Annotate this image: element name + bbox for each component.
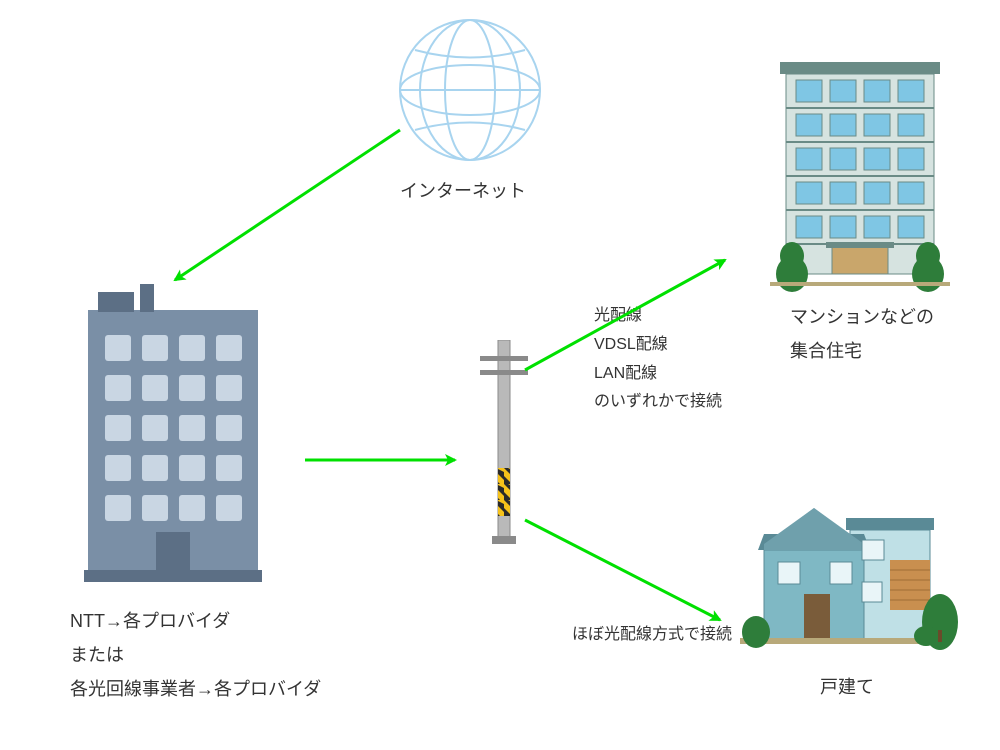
arrow-pole-to-house	[525, 520, 720, 620]
house-icon	[730, 490, 970, 670]
apartment-line1: マンションなどの	[790, 307, 934, 327]
wiring-line1: 光配線	[594, 307, 642, 324]
provider-line3: 各光回線事業者→各プロバイダ	[70, 679, 321, 699]
internet-node	[390, 10, 550, 175]
apartment-line2: 集合住宅	[790, 341, 862, 361]
utility-pole-node	[468, 340, 538, 555]
wiring-line3: LAN配線	[594, 365, 657, 382]
office-building-icon	[70, 280, 280, 590]
wiring-methods-label: 光配線 VDSL配線 LAN配線 のいずれかで接続	[594, 302, 722, 417]
arrow-internet-to-office	[175, 130, 400, 280]
provider-label: NTT→各プロバイダ または 各光回線事業者→各プロバイダ	[70, 604, 321, 707]
apartment-node	[760, 50, 970, 305]
internet-label: インターネット	[400, 174, 526, 208]
provider-line2: または	[70, 645, 124, 665]
office-node	[70, 280, 280, 595]
wiring-line4: のいずれかで接続	[594, 393, 722, 410]
apartment-label: マンションなどの 集合住宅	[790, 300, 934, 368]
wiring-line2: VDSL配線	[594, 336, 668, 353]
provider-line1: NTT→各プロバイダ	[70, 611, 230, 631]
apartment-building-icon	[760, 50, 970, 300]
house-caption: 戸建て	[820, 670, 874, 704]
globe-icon	[390, 10, 550, 170]
utility-pole-icon	[468, 340, 538, 550]
house-connection-label: ほぼ光配線方式で接続	[572, 620, 732, 650]
house-node	[730, 490, 970, 675]
